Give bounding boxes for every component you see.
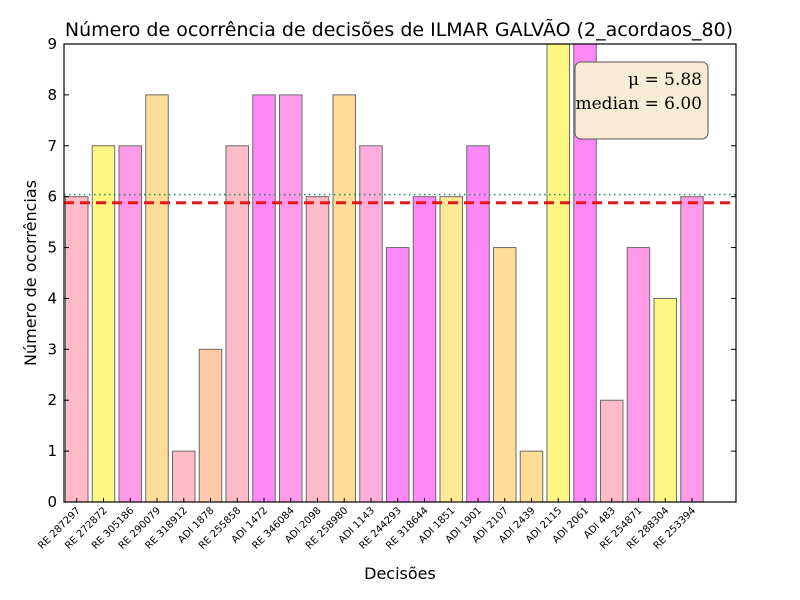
bar-adi-1851 — [439, 196, 463, 503]
bar-re-272872 — [91, 145, 116, 503]
y-tick-label: 5 — [47, 239, 57, 257]
bar-re-318644 — [412, 196, 437, 503]
stats-box: μ = 5.88 median = 6.00 — [574, 61, 709, 140]
x-axis-label: Decisões — [364, 564, 436, 583]
stats-mean-text: μ = 5.88 — [628, 70, 702, 90]
y-tick-label: 2 — [47, 391, 57, 409]
bar-adi-1143 — [359, 145, 383, 503]
chart-title: Número de ocorrência de decisões de ILMA… — [65, 18, 733, 41]
bar-adi-1472 — [252, 94, 276, 503]
y-tick-label: 7 — [47, 137, 57, 155]
bar-re-255858 — [225, 145, 249, 503]
bar-adi-2107 — [493, 247, 517, 503]
bar-re-244293 — [386, 247, 410, 503]
plot-frame — [63, 43, 737, 503]
y-tick-label: 4 — [47, 289, 57, 307]
y-tick-label: 3 — [47, 340, 57, 358]
bar-adi-2115 — [546, 43, 570, 503]
bar-re-290079 — [145, 94, 169, 503]
bar-adi-483 — [600, 399, 624, 503]
bar-adi-1878 — [198, 348, 223, 503]
bar-adi-1901 — [466, 145, 490, 503]
stats-box-frame — [574, 61, 709, 140]
y-tick-label: 8 — [47, 86, 57, 104]
reference-lines — [64, 193, 736, 205]
bar-re-318912 — [172, 450, 196, 503]
bar-adi-2439 — [519, 450, 544, 503]
bar-adi-2098 — [305, 196, 330, 503]
stats-median-text: median = 6.00 — [576, 94, 703, 114]
bar-re-254871 — [626, 247, 651, 503]
y-tick-label: 0 — [47, 493, 57, 511]
bar-re-258980 — [332, 94, 356, 503]
y-tick-label: 6 — [47, 188, 57, 206]
y-axis: 0 1 2 3 4 5 6 7 8 9 — [47, 35, 736, 511]
bar-re-288304 — [653, 297, 677, 503]
bar-re-305186 — [118, 145, 142, 503]
bar-re-253394 — [680, 196, 704, 503]
bars-group — [65, 43, 704, 503]
y-axis-label: Número de ocorrências — [21, 180, 40, 366]
bar-re-346084 — [279, 94, 303, 503]
y-tick-label: 9 — [47, 35, 57, 53]
y-tick-label: 1 — [47, 442, 57, 460]
